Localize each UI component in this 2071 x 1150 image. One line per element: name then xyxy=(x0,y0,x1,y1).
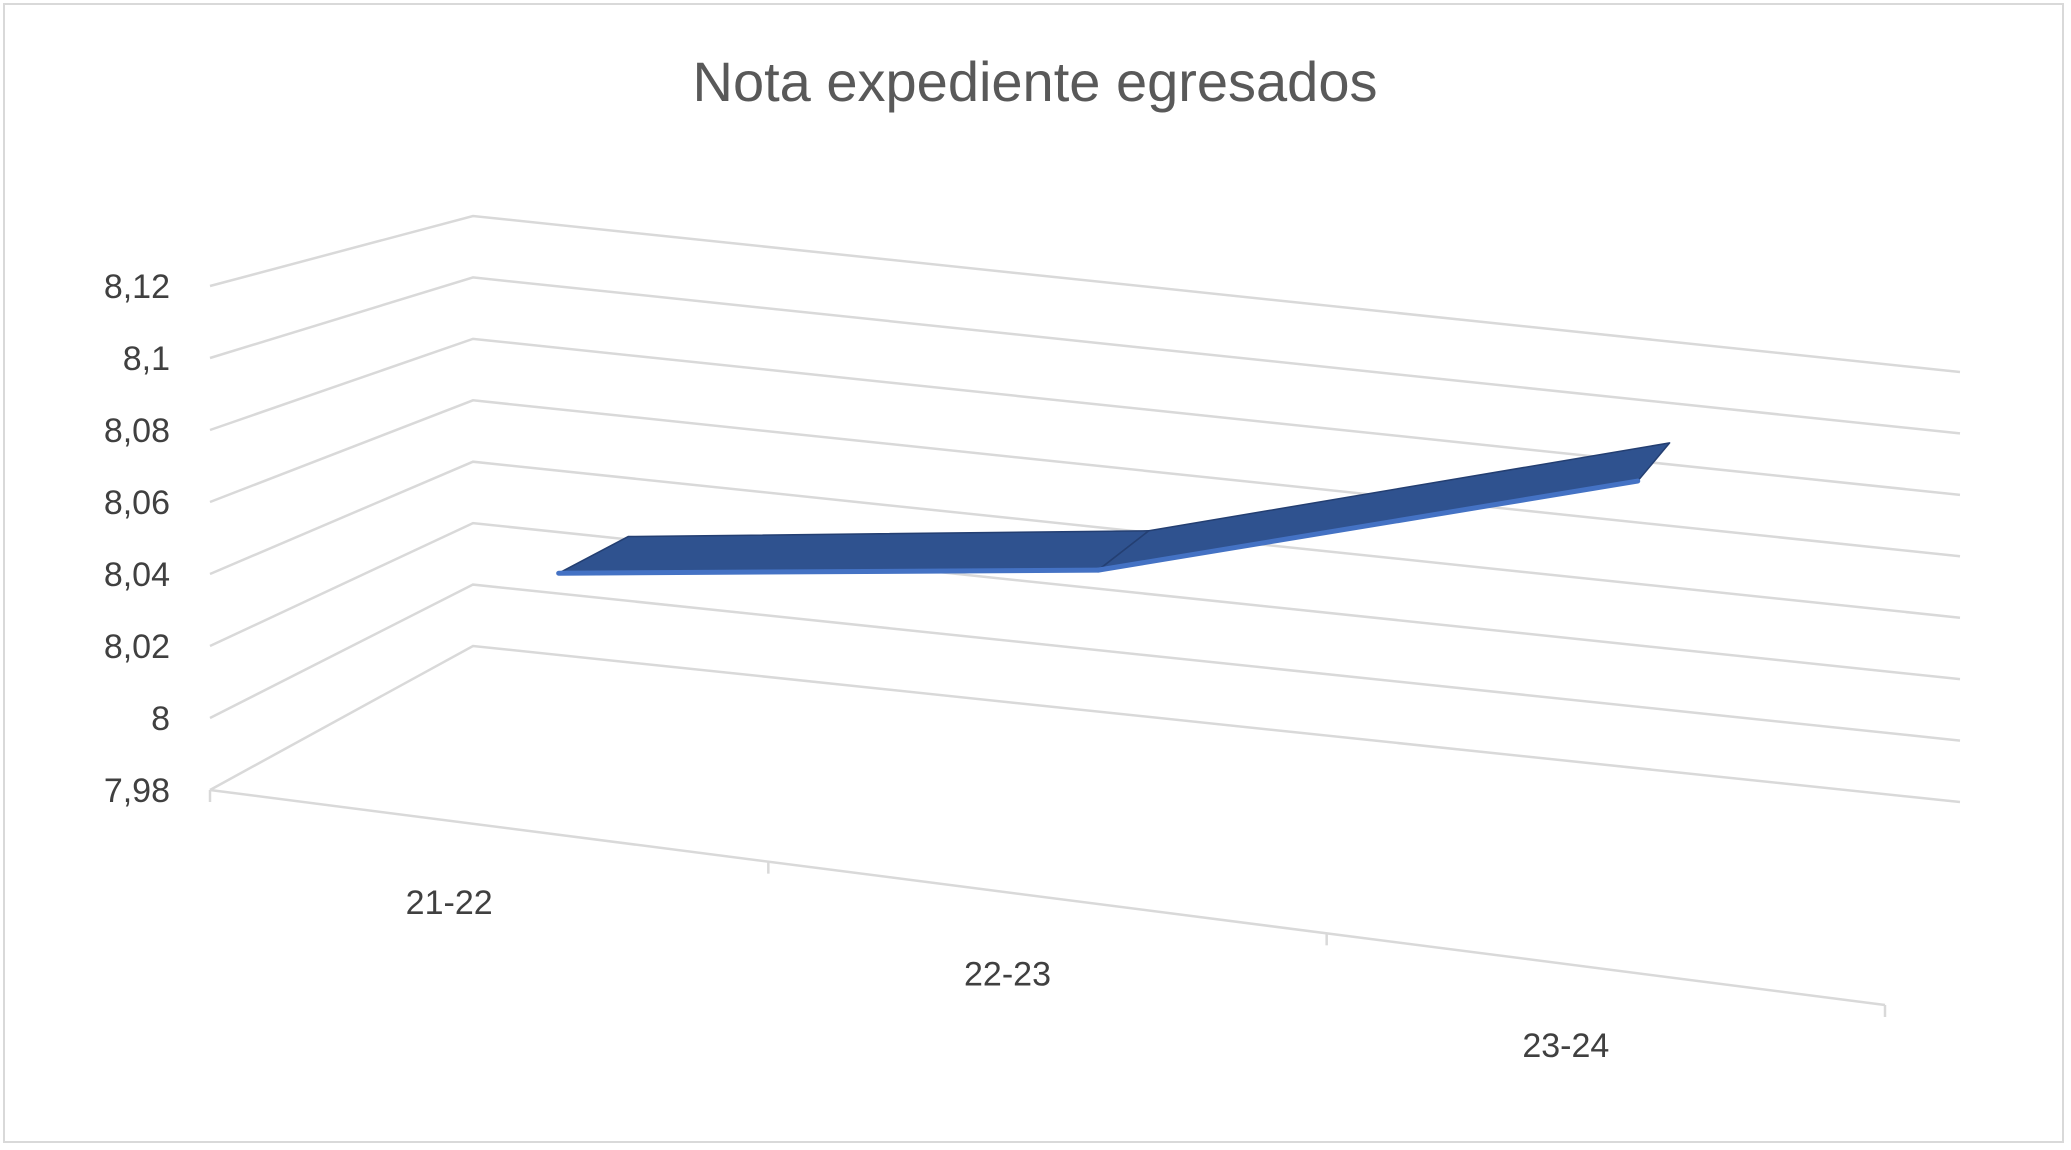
x-tick-label: 21-22 xyxy=(406,884,493,922)
y-tick-label: 8,1 xyxy=(123,340,170,378)
x-tick-label: 22-23 xyxy=(964,956,1051,994)
gridline xyxy=(209,521,1961,681)
y-tick-label: 8 xyxy=(151,700,170,738)
line-chart-3d: Nota expediente egresados 8,12 8,1 8,08 8,0… xyxy=(104,50,1961,1065)
x-axis-line xyxy=(209,788,1886,1007)
y-tick-label: 8,04 xyxy=(104,556,170,594)
x-tick-label: 23-24 xyxy=(1522,1027,1609,1065)
series-layer xyxy=(556,442,1671,576)
y-tick-label: 8,02 xyxy=(104,628,170,666)
y-tick-label: 8,12 xyxy=(104,268,170,306)
axes xyxy=(208,788,1887,1017)
gridline xyxy=(209,337,1961,497)
chart-title: Nota expediente egresados xyxy=(693,50,1378,113)
gridline xyxy=(209,214,1961,374)
series-ribbon-segment xyxy=(557,530,1150,574)
series-ribbon-segment xyxy=(1097,442,1671,571)
series-front-edge xyxy=(1095,478,1641,573)
y-tick-label: 8,06 xyxy=(104,484,170,522)
y-tick-label: 8,08 xyxy=(104,412,170,450)
gridline xyxy=(209,583,1961,742)
series-front-edge xyxy=(556,567,1101,576)
y-tick-label: 7,98 xyxy=(104,772,170,810)
gridline xyxy=(209,644,1961,804)
gridline xyxy=(209,276,1961,435)
gridline xyxy=(209,460,1961,619)
x-axis-ticks: 21-22 22-23 23-24 xyxy=(406,884,1610,1065)
y-axis-ticks: 8,12 8,1 8,08 8,06 8,04 8,02 8 7,98 xyxy=(104,268,170,810)
chart-frame: Nota expediente egresados 8,12 8,1 8,08 8,0… xyxy=(3,3,2064,1143)
gridlines xyxy=(209,214,1961,804)
